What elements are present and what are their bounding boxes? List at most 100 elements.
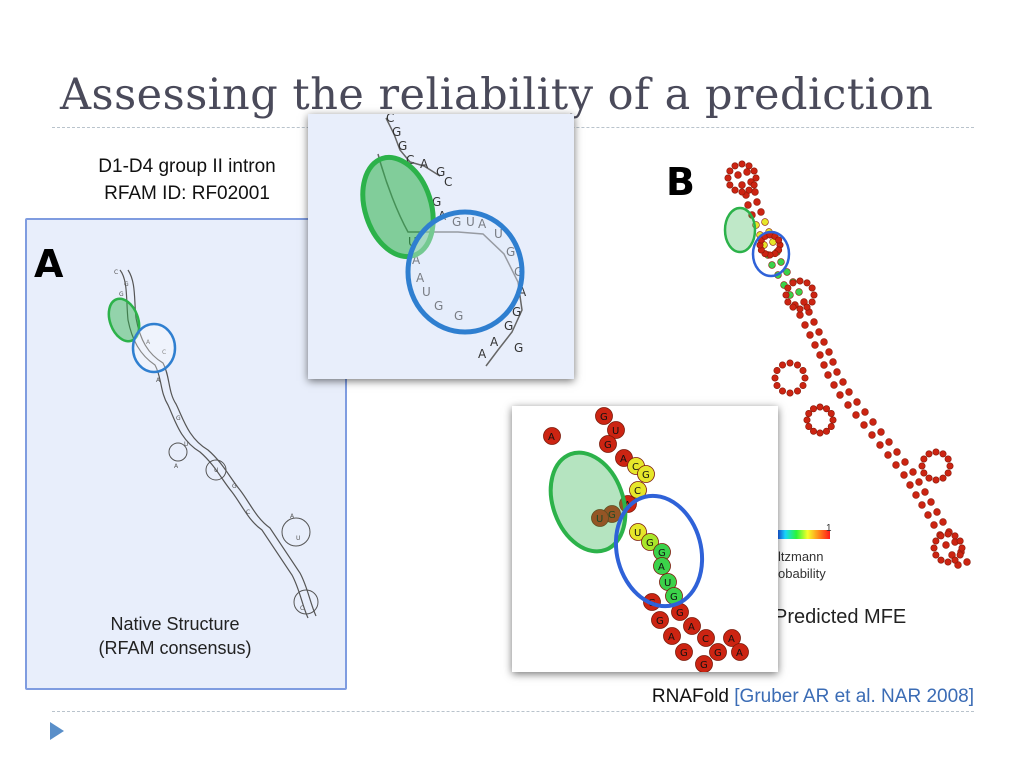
mfe-loop-dot [803,416,811,424]
mfe-loop-dot [808,298,816,306]
mfe-base-dot [853,398,861,406]
mfe-base-dot [939,518,947,526]
zoom-mfe-base-circle [591,509,609,527]
mfe-base-dot [820,361,828,369]
zoom-native-base: G [392,125,401,139]
mfe-loop-dot [805,422,813,430]
mfe-loop-dot [731,186,739,194]
native-label-line-1: Native Structure [110,614,240,634]
zoom-mfe-base: A [548,432,555,443]
mfe-loop-dot [805,409,813,417]
zoom-native-base: A [420,157,429,171]
zoom-mfe-base: G [608,510,616,521]
zoom-native-base: G [504,319,513,333]
mfe-loop-dot [829,416,837,424]
footer-reference: [Gruber AR et al. NAR 2008] [734,686,974,707]
mfe-base-dot [738,181,746,189]
mfe-loop-dot [745,186,753,194]
svg-text:G: G [124,281,129,288]
mfe-base-dot [844,401,852,409]
mfe-base-dot [942,541,950,549]
zoom-mfe-base: A [728,634,735,645]
mfe-loop-dot [827,409,835,417]
mfe-base-dot [743,168,751,176]
mfe-loop-dot [944,530,952,538]
mfe-base-dot [839,378,847,386]
mfe-loop-dot [793,387,801,395]
zoom-native-base: A [416,271,425,285]
mfe-base-dot [815,328,823,336]
mfe-base-dot [761,218,769,226]
mfe-loop-dot [778,361,786,369]
mfe-base-dot [912,491,920,499]
zoom-native-backbone-top [385,117,441,177]
mfe-base-dot [852,411,860,419]
zoom-mfe-base-circle [629,523,647,541]
svg-text:C: C [246,509,250,516]
mfe-green-highlight [723,206,757,254]
mfe-loop-dot [925,450,933,458]
mfe-loop-dot [944,455,952,463]
native-zoom-drawing: CGGCAGCGAGUAUGGAGGAAGGUAAUG [360,114,527,367]
native-loop-2 [281,517,311,547]
native-loop-3 [293,589,319,615]
mfe-loop-dot [932,537,940,545]
mfe-base-dot [924,511,932,519]
mfe-base-dot [734,171,742,179]
zoom-mfe-base: G [658,548,666,559]
mfe-loop-dot [930,544,938,552]
footer-tool-name: RNAFold [651,686,729,707]
mfe-loop-dot [789,303,797,311]
zoom-native-base: U [466,215,475,229]
mfe-base-dot [892,461,900,469]
mfe-loop-dot [731,162,739,170]
mfe-base-dot [810,318,818,326]
mfe-loop-dot [738,160,746,168]
mfe-loop-dot [808,284,816,292]
mfe-loop-dot [809,405,817,413]
zoom-mfe-base-circle [599,435,617,453]
mfe-base-dot [811,341,819,349]
native-loop-1 [205,459,227,481]
zoom-mfe-base: U [612,426,619,437]
zoom-mfe-base: A [658,562,665,573]
zoom-mfe-base-circle [697,629,715,647]
zoom-mfe-base: A [736,648,743,659]
mfe-base-dot [768,261,776,269]
svg-text:A: A [290,513,295,520]
zoom-mfe-base: U [664,578,671,589]
mfe-loop-dot [771,374,779,382]
boltzmann-line-1: ltzmann [778,549,824,564]
mfe-base-dot [901,458,909,466]
mfe-base-dot [933,508,941,516]
structure-caption: D1-D4 group II intron RFAM ID: RF02001 [62,153,312,207]
mfe-loop-dot [803,279,811,287]
native-label-line-2: (RFAM consensus) [98,638,252,658]
svg-text:G: G [232,483,237,490]
mfe-loop-dot [956,551,964,559]
svg-text:U: U [184,441,188,448]
mfe-loop-dot [793,361,801,369]
svg-text:A: A [146,339,151,346]
panel-a-label: A [34,242,64,286]
zoom-native-base: U [494,227,503,241]
svg-text:C: C [162,349,166,356]
mfe-base-dot [930,521,938,529]
mfe-loop-dot [745,162,753,170]
zoom-mfe-base-circle [695,655,713,672]
zoom-mfe-base: A [688,622,695,633]
mfe-base-dot [885,438,893,446]
colorbar-max-label: 1 [826,523,832,534]
zoom-mfe-base-circle [607,421,625,439]
mfe-base-dot [900,471,908,479]
mfe-loop-dot [778,387,786,395]
zoom-mfe-base-circle [709,643,727,661]
boltzmann-line-2: obability [778,566,826,581]
zoom-mfe-base-circle [675,643,693,661]
zoom-native-base: A [412,253,421,267]
mfe-loop-dot [782,291,790,299]
mfe-loop-dot [775,236,783,244]
mfe-loop-dot [773,366,781,374]
panel-b-label: B [666,160,695,204]
zoom-mfe-base: G [676,608,684,619]
